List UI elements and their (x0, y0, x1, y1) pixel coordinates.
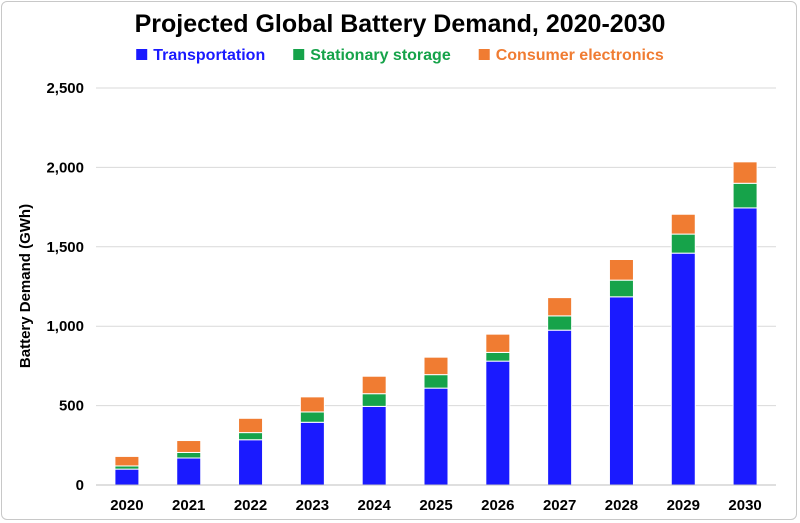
bar-consumer-electronics (423, 356, 449, 376)
bar-transportation (299, 421, 325, 486)
gridlines (96, 87, 776, 407)
legend: Transportation Stationary storage Consumer… (136, 47, 664, 64)
legend-swatch (293, 49, 305, 60)
x-tick-label: 2029 (667, 497, 700, 514)
y-tick-label: 2,500 (46, 80, 84, 97)
axes: 0 500 1,000 1,500 2,000 2,500 2020 2021 2022 2023… (46, 80, 776, 514)
y-tick-label: 500 (59, 398, 84, 415)
chart-title: Projected Global Battery Demand, 2020-20… (135, 10, 666, 38)
bar-transportation (114, 468, 140, 486)
bar-stationary-storage (299, 411, 325, 423)
y-tick-label: 1,000 (46, 318, 84, 335)
legend-label: Stationary storage (310, 47, 451, 64)
bar-stationary-storage (361, 393, 387, 407)
x-tick-label: 2022 (234, 497, 267, 514)
legend-label: Consumer electronics (496, 47, 664, 64)
bar-transportation (608, 296, 634, 486)
bar-consumer-electronics (238, 417, 264, 434)
bar-transportation (176, 457, 202, 486)
bar-transportation (670, 252, 696, 486)
legend-swatch (136, 49, 148, 60)
x-tick-label: 2026 (481, 497, 514, 514)
y-axis-title: Battery Demand (GWh) (17, 204, 34, 368)
bar-stationary-storage (608, 279, 634, 298)
bar-transportation (238, 439, 264, 486)
x-tick-label: 2024 (357, 497, 391, 514)
x-tick-label: 2021 (172, 497, 205, 514)
bar-stationary-storage (176, 451, 202, 459)
bar-stationary-storage (732, 182, 758, 209)
x-tick-label: 2028 (605, 497, 638, 514)
bar-consumer-electronics (361, 375, 387, 395)
bar-stationary-storage (547, 315, 573, 331)
bar-consumer-electronics (670, 213, 696, 235)
bar-stationary-storage (423, 374, 449, 389)
bars (114, 161, 758, 486)
x-tick-label: 2030 (728, 497, 761, 514)
bar-stationary-storage (485, 351, 511, 362)
legend-label: Transportation (153, 47, 265, 64)
bar-consumer-electronics (547, 297, 573, 317)
y-tick-label: 1,500 (46, 239, 84, 256)
bar-consumer-electronics (732, 161, 758, 184)
bar-stationary-storage (238, 432, 264, 441)
bar-transportation (485, 360, 511, 486)
y-tick-label: 2,000 (46, 159, 84, 176)
bar-consumer-electronics (485, 333, 511, 353)
legend-swatch (478, 49, 490, 60)
x-tick-label: 2027 (543, 497, 576, 514)
bar-consumer-electronics (114, 455, 140, 467)
bar-consumer-electronics (299, 396, 325, 413)
bar-transportation (423, 387, 449, 486)
bar-consumer-electronics (608, 259, 634, 281)
bar-transportation (547, 329, 573, 486)
bar-transportation (361, 405, 387, 486)
bar-consumer-electronics (176, 440, 202, 453)
y-tick-label: 0 (76, 477, 84, 494)
x-tick-label: 2023 (296, 497, 329, 514)
bar-transportation (732, 207, 758, 486)
bar-stationary-storage (670, 233, 696, 254)
x-tick-label: 2025 (419, 497, 452, 514)
x-tick-label: 2020 (110, 497, 143, 514)
